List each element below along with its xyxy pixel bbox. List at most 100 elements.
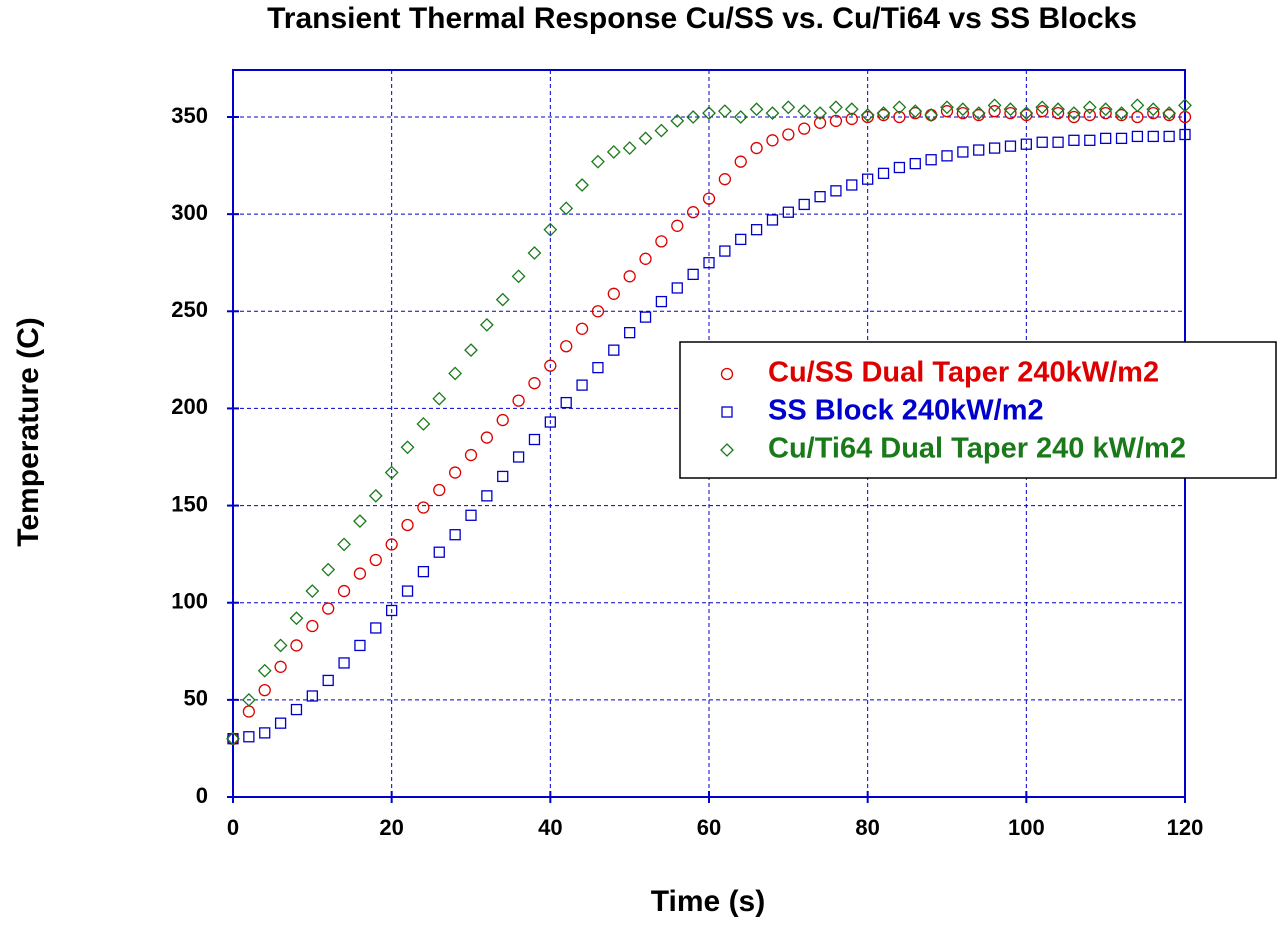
marker: [1084, 134, 1096, 146]
marker: [829, 114, 843, 128]
marker: [702, 106, 716, 121]
marker: [544, 416, 556, 428]
marker: [860, 108, 875, 122]
marker: [924, 108, 938, 122]
marker: [449, 529, 461, 541]
marker: [702, 192, 716, 205]
marker: [448, 366, 463, 381]
marker: [575, 322, 589, 335]
y-tick-label: 100: [171, 589, 208, 614]
marker: [750, 224, 763, 236]
marker: [671, 219, 684, 232]
marker: [497, 470, 509, 483]
marker: [322, 602, 335, 615]
marker: [386, 604, 398, 617]
marker: [274, 717, 287, 729]
x-tick-label: 0: [227, 815, 239, 840]
marker: [797, 104, 812, 119]
marker: [782, 128, 795, 141]
marker: [1003, 102, 1018, 117]
marker: [607, 287, 620, 300]
chart-title: Transient Thermal Response Cu/SS vs. Cu/…: [267, 2, 1137, 35]
marker: [417, 565, 430, 578]
x-tick-label: 100: [1008, 815, 1045, 840]
marker: [670, 113, 685, 128]
marker: [606, 145, 621, 159]
marker: [718, 173, 732, 186]
marker: [528, 433, 541, 446]
marker: [1019, 106, 1034, 121]
marker: [1051, 102, 1065, 117]
marker: [1052, 136, 1064, 148]
marker: [1100, 132, 1112, 145]
marker: [957, 146, 969, 158]
marker: [370, 622, 382, 634]
marker: [639, 311, 652, 323]
marker: [1146, 102, 1161, 117]
marker: [306, 619, 319, 633]
marker: [1036, 105, 1049, 118]
marker: [1162, 106, 1177, 121]
marker: [735, 233, 747, 246]
marker: [877, 167, 890, 179]
marker: [465, 509, 477, 521]
marker: [798, 198, 810, 211]
marker: [1004, 140, 1017, 152]
y-tick-label: 300: [171, 200, 208, 225]
marker: [400, 440, 415, 455]
marker: [559, 201, 574, 216]
marker: [639, 252, 652, 265]
y-tick-label: 350: [171, 103, 208, 128]
x-tick-label: 120: [1167, 815, 1204, 840]
marker: [720, 367, 734, 381]
marker: [973, 144, 985, 156]
marker: [243, 731, 255, 743]
marker: [480, 431, 494, 444]
marker: [384, 465, 399, 480]
x-axis-label: Time (s): [651, 885, 765, 918]
marker: [401, 518, 414, 532]
marker: [1067, 110, 1081, 124]
marker: [592, 361, 604, 374]
marker: [623, 270, 636, 283]
marker: [591, 154, 605, 169]
marker: [861, 110, 874, 124]
marker: [654, 123, 669, 138]
marker: [337, 537, 351, 552]
y-tick-label: 150: [171, 491, 208, 516]
marker: [686, 206, 700, 219]
marker: [940, 100, 954, 115]
x-tick-label: 80: [855, 815, 879, 840]
marker: [479, 317, 494, 332]
marker: [289, 611, 304, 626]
marker: [1035, 100, 1050, 115]
marker: [560, 340, 573, 353]
marker: [686, 110, 701, 124]
marker: [844, 102, 859, 117]
marker: [1067, 106, 1081, 121]
marker: [1099, 106, 1112, 120]
marker: [1020, 138, 1032, 150]
marker: [464, 448, 478, 462]
marker: [432, 391, 447, 406]
marker: [622, 141, 637, 156]
marker: [528, 377, 541, 390]
y-tick-label: 200: [171, 394, 208, 419]
marker: [273, 638, 288, 653]
marker: [417, 501, 430, 514]
marker: [655, 295, 668, 308]
marker: [1147, 106, 1160, 120]
y-tick-label: 250: [171, 297, 208, 322]
marker: [227, 733, 239, 745]
marker: [1162, 108, 1176, 122]
marker: [1163, 130, 1175, 143]
marker: [306, 690, 318, 702]
marker: [321, 562, 336, 577]
marker: [749, 102, 764, 117]
marker: [987, 98, 1002, 113]
marker: [717, 104, 732, 119]
marker: [892, 100, 907, 115]
marker: [338, 657, 350, 669]
marker: [259, 727, 271, 739]
